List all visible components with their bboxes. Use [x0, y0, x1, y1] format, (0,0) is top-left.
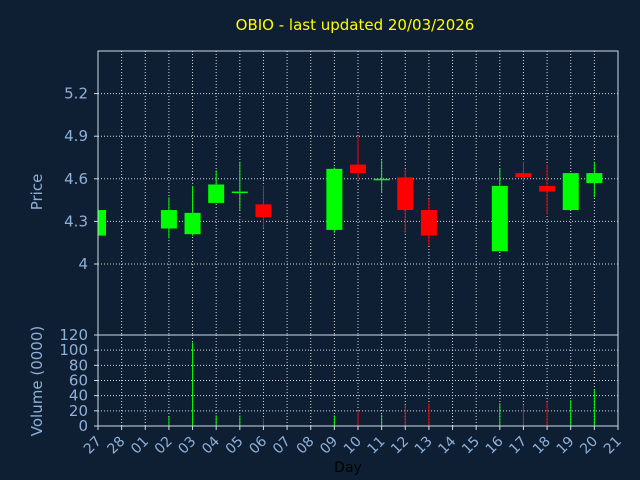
candle-body — [539, 185, 556, 192]
price-grid — [97, 51, 619, 335]
day-tick-label: 20 — [577, 434, 601, 458]
day-tick-label: 08 — [294, 434, 318, 458]
x-axis-label: Day — [334, 460, 362, 476]
volume-tick-label: 20 — [69, 402, 88, 420]
day-tick-label: 19 — [554, 434, 578, 458]
day-tick-label: 27 — [81, 434, 105, 458]
day-tick-label: 13 — [412, 434, 436, 458]
day-tick-label: 07 — [270, 434, 294, 458]
candle-body — [326, 168, 343, 230]
candle-body — [255, 204, 272, 218]
day-tick-label: 11 — [365, 434, 389, 458]
candle-body — [98, 210, 106, 236]
candle-body — [397, 177, 414, 211]
volume-tick-label: 120 — [59, 326, 88, 344]
day-tick-label: 21 — [601, 434, 625, 458]
plot-frames — [97, 50, 619, 427]
day-tick-label: 09 — [317, 434, 341, 458]
candle-body — [491, 185, 508, 252]
chart-title: OBIO - last updated 20/03/2026 — [236, 16, 475, 34]
day-tick-label: 02 — [152, 434, 176, 458]
day-tick-label: 12 — [388, 434, 412, 458]
candle-body — [515, 173, 532, 178]
day-tick-label: 14 — [435, 433, 459, 457]
day-tick-label: 04 — [199, 433, 223, 457]
candle-body — [586, 173, 603, 184]
day-tick-label: 28 — [105, 434, 129, 458]
price-tick-label: 4.9 — [64, 127, 88, 145]
candle-body — [420, 210, 437, 236]
volume-bars-group — [168, 342, 595, 426]
day-tick-label: 15 — [459, 434, 483, 458]
candle-body — [160, 210, 177, 229]
day-tick-label: 06 — [246, 433, 270, 457]
candle-body — [373, 178, 390, 181]
volume-axis-label: Volume (0000) — [28, 326, 46, 436]
volume-tick-label: 100 — [59, 341, 88, 359]
day-tick-label: 18 — [530, 434, 554, 458]
day-tick-label: 10 — [341, 434, 365, 458]
day-tick-label: 17 — [506, 434, 530, 458]
candle-body — [350, 164, 366, 174]
price-tick-label: 4.6 — [64, 170, 88, 188]
candle-body — [208, 184, 225, 203]
candle-body — [562, 173, 579, 211]
candle-body — [184, 212, 201, 235]
day-tick-label: 16 — [483, 433, 507, 457]
volume-tick-label: 40 — [69, 387, 88, 405]
price-tick-label: 5.2 — [64, 85, 88, 103]
price-tick-label: 4.3 — [64, 212, 88, 230]
price-axis-label: Price — [28, 174, 46, 211]
day-tick-label: 03 — [175, 434, 199, 458]
volume-tick-label: 60 — [69, 372, 88, 390]
candles-group — [98, 136, 603, 252]
volume-tick-label: 80 — [69, 356, 88, 374]
day-tick-label: 01 — [128, 434, 152, 458]
candle-body — [231, 191, 248, 194]
day-tick-label: 05 — [223, 434, 247, 458]
volume-tick-label: 0 — [78, 417, 88, 435]
price-tick-label: 4 — [78, 255, 88, 273]
